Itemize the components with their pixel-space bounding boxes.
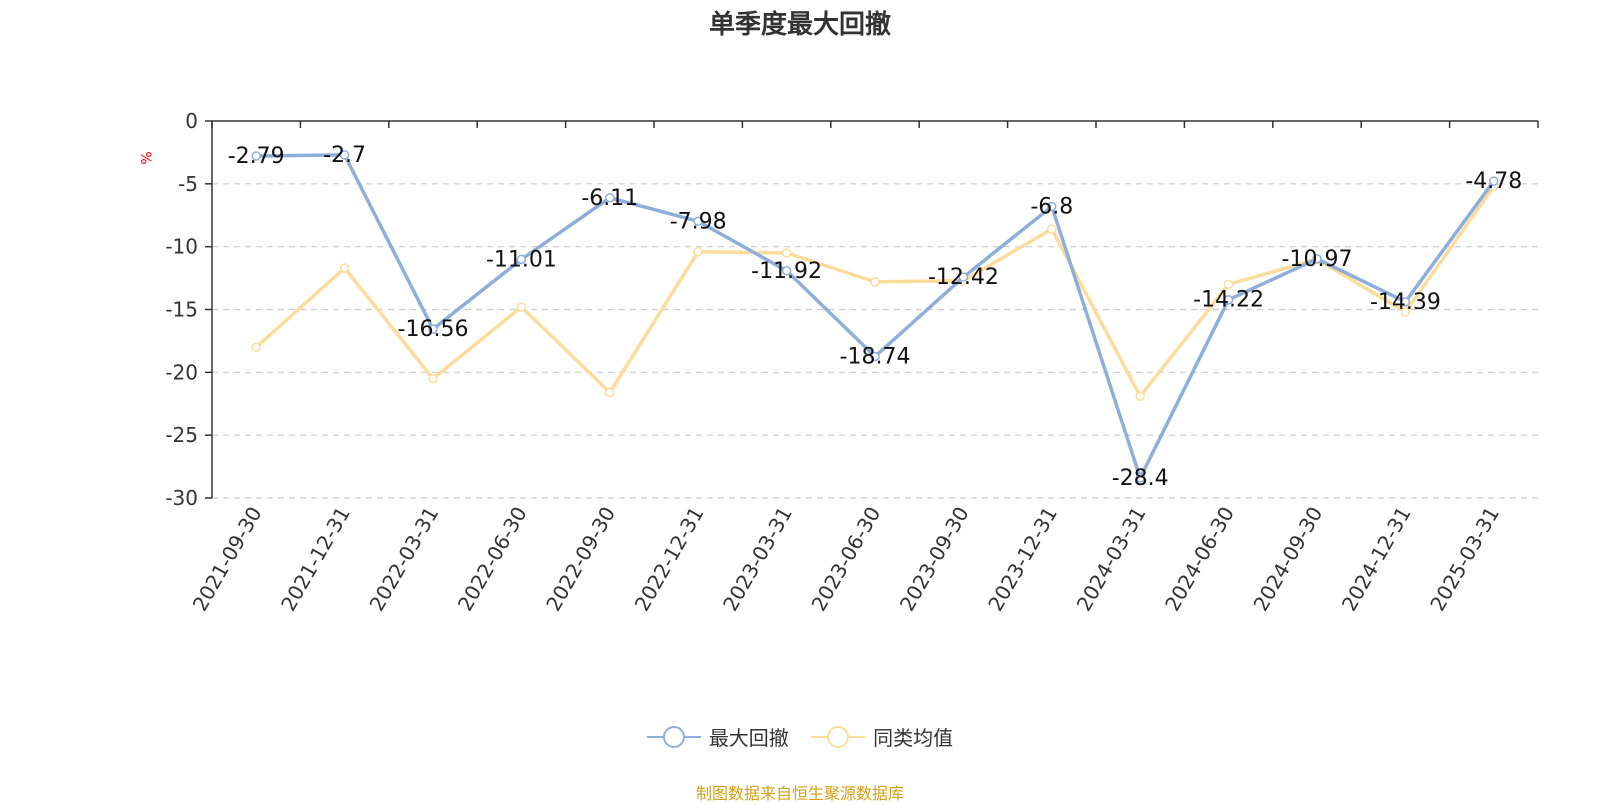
legend-item-series-1[interactable]: 同类均值: [811, 722, 953, 751]
x-tick-label: 2023-12-31: [983, 503, 1062, 616]
data-label: -12.42: [928, 265, 999, 290]
data-label: -7.98: [670, 209, 727, 234]
data-point-1: [870, 277, 880, 287]
data-label: -18.74: [840, 344, 911, 369]
y-tick-label: 0: [185, 109, 198, 133]
data-label: -16.56: [398, 317, 469, 342]
data-label: -14.22: [1193, 288, 1264, 313]
data-point-1: [1223, 279, 1234, 290]
x-tick-label: 2024-06-30: [1160, 503, 1239, 616]
legend-item-series-0[interactable]: 最大回撤: [646, 722, 789, 751]
data-point-0: [1047, 201, 1057, 212]
data-point-1: [516, 302, 527, 312]
legend-label: 同类均值: [873, 726, 954, 750]
x-tick-label: 2021-09-30: [188, 503, 267, 616]
data-point-1: [693, 246, 703, 257]
x-tick-label: 2021-12-31: [276, 503, 355, 616]
data-point-1: [1135, 391, 1145, 401]
data-label: -4.78: [1465, 169, 1522, 194]
x-tick-label: 2024-09-30: [1248, 503, 1327, 616]
y-tick-label: -10: [165, 235, 198, 259]
data-point-1: [251, 342, 261, 352]
data-label: -11.92: [751, 259, 822, 284]
x-tick-label: 2022-12-31: [630, 503, 709, 616]
y-tick-label: -15: [165, 298, 198, 322]
x-tick-label: 2025-03-31: [1425, 503, 1504, 616]
data-label: -6.11: [581, 186, 638, 211]
data-point-0: [781, 266, 792, 276]
y-tick-label: -25: [165, 423, 198, 447]
data-point-0: [870, 351, 880, 362]
x-tick-label: 2022-09-30: [541, 503, 620, 616]
data-label: -11.01: [486, 247, 557, 272]
data-point-0: [251, 151, 261, 161]
legend-marker-icon: [646, 725, 701, 749]
data-point-0: [1489, 176, 1499, 186]
x-tick-label: 2023-09-30: [895, 503, 974, 616]
data-point-0: [605, 193, 615, 203]
x-tick-label: 2022-03-31: [364, 503, 443, 616]
data-label: -2.79: [228, 144, 285, 169]
data-point-1: [1400, 307, 1411, 317]
y-tick-label: -20: [165, 360, 198, 384]
data-point-1: [605, 387, 615, 398]
y-tick-label: -5: [178, 172, 198, 196]
data-source-note: 制图数据来自恒生聚源数据库: [695, 784, 904, 803]
data-point-1: [428, 373, 438, 384]
data-point-0: [1400, 297, 1411, 307]
x-tick-label: 2022-06-30: [453, 503, 532, 616]
x-tick-label: 2024-03-31: [1072, 503, 1151, 616]
data-point-0: [1135, 473, 1145, 483]
x-tick-label: 2023-06-30: [806, 503, 885, 616]
x-tick-label: 2023-03-31: [718, 503, 797, 616]
data-point-0: [958, 272, 969, 282]
legend: 最大回撤 同类均值: [0, 722, 1600, 754]
data-point-0: [693, 216, 703, 227]
data-point-0: [428, 324, 438, 334]
legend-label: 最大回撤: [708, 726, 789, 750]
legend-marker-icon: [811, 725, 866, 749]
data-point-1: [1047, 224, 1057, 234]
data-label: -2.7: [323, 143, 366, 168]
x-tick-label: 2024-12-31: [1337, 503, 1416, 616]
data-label: -28.4: [1112, 466, 1169, 491]
chart-title: 单季度最大回撤: [708, 10, 891, 40]
data-label: -14.39: [1370, 290, 1441, 315]
data-point-0: [1223, 294, 1234, 305]
data-label: -10.97: [1282, 247, 1353, 272]
data-point-1: [781, 248, 792, 258]
data-label: -6.8: [1030, 194, 1073, 219]
data-point-0: [339, 150, 350, 160]
data-point-0: [1312, 254, 1322, 264]
data-point-1: [339, 263, 350, 273]
y-tick-label: -30: [165, 486, 198, 510]
data-point-0: [516, 254, 527, 265]
